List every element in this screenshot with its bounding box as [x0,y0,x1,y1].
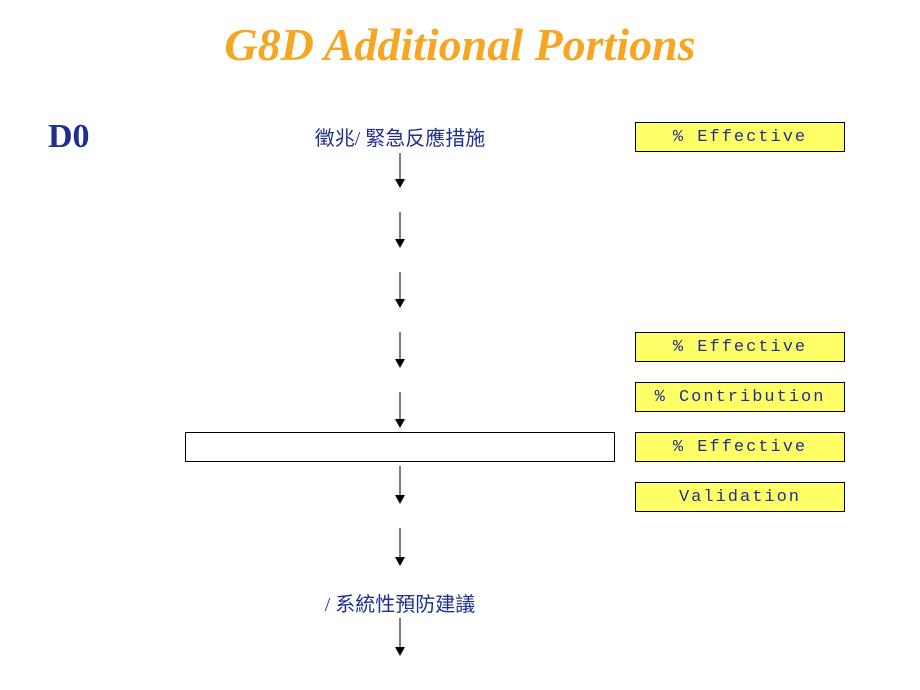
slide: G8D Additional Portions D0 徵兆/ 緊急反應措施 / … [0,0,920,690]
flow-step-0-label: 徵兆/ 緊急反應措施 [250,122,550,151]
flow-arrow-5 [394,466,406,504]
flow-arrow-4 [394,392,406,428]
flow-arrow-6 [394,528,406,566]
flow-arrow-2 [394,272,406,308]
flow-arrow-7 [394,618,406,656]
flow-process-box [185,432,615,462]
badge-effective-0: % Effective [635,122,845,152]
slide-title: G8D Additional Portions [0,18,920,71]
flow-step-7-label: / 系統性預防建議 [250,588,550,617]
badge-effective-2: % Effective [635,432,845,462]
badge-effective-1: % Effective [635,332,845,362]
flow-arrow-3 [394,332,406,368]
flow-arrow-1 [394,212,406,248]
badge-validation: Validation [635,482,845,512]
flow-arrow-0 [394,153,406,188]
badge-contribution: % Contribution [635,382,845,412]
d0-label: D0 [48,118,90,156]
